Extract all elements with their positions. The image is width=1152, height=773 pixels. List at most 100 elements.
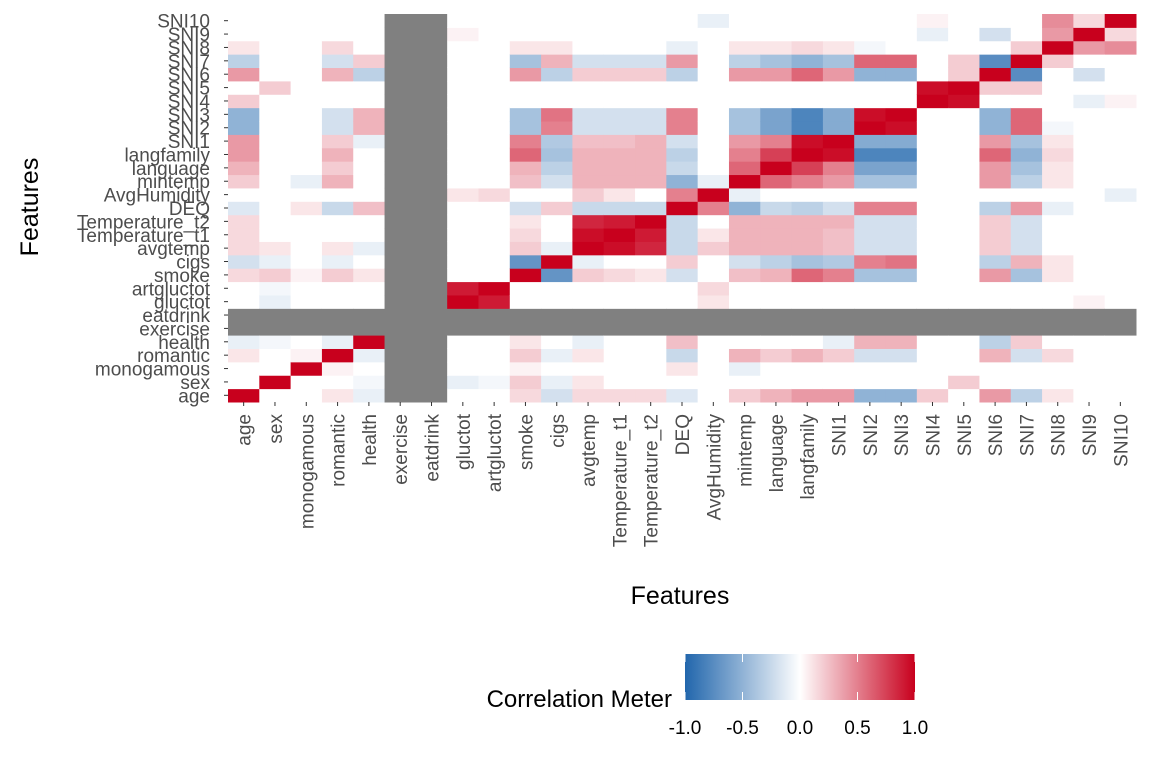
heatmap-cell bbox=[290, 254, 323, 269]
heatmap-cell bbox=[791, 241, 824, 256]
heatmap-cell bbox=[822, 348, 855, 363]
heatmap-cell bbox=[1104, 281, 1137, 296]
heatmap-cell bbox=[572, 134, 605, 149]
heatmap-cell bbox=[697, 254, 730, 269]
heatmap-cell bbox=[321, 174, 354, 189]
heatmap-cell bbox=[697, 375, 730, 390]
heatmap-cell bbox=[635, 254, 667, 269]
heatmap-cell bbox=[728, 308, 761, 323]
heatmap-cell bbox=[697, 281, 730, 296]
heatmap-cell bbox=[979, 67, 1012, 82]
heatmap-cell bbox=[697, 27, 730, 42]
y-tick-label: SNI10 bbox=[157, 12, 210, 33]
heatmap-cell bbox=[791, 281, 824, 296]
heatmap-cell bbox=[415, 214, 448, 229]
heatmap-cell bbox=[572, 80, 605, 95]
heatmap-cell bbox=[979, 40, 1012, 55]
heatmap-cell bbox=[854, 67, 887, 82]
heatmap-cell bbox=[666, 187, 699, 202]
heatmap-cell bbox=[415, 187, 448, 202]
x-tick-label: cigs bbox=[548, 414, 569, 448]
heatmap-cell bbox=[415, 294, 448, 309]
heatmap-cell bbox=[885, 40, 918, 55]
heatmap-cell bbox=[822, 121, 855, 135]
heatmap-cell bbox=[1042, 228, 1074, 242]
heatmap-cell bbox=[697, 94, 730, 109]
heatmap-cell bbox=[384, 174, 417, 189]
heatmap-cell bbox=[353, 174, 386, 189]
legend-ticks: -1.0 -0.5 0.0 0.5 1.0 bbox=[669, 654, 928, 739]
heatmap-cell bbox=[697, 134, 730, 149]
heatmap-cell bbox=[791, 294, 824, 309]
heatmap-cell bbox=[948, 214, 980, 229]
heatmap-cell bbox=[1104, 187, 1137, 202]
heatmap-cell bbox=[635, 308, 667, 323]
heatmap-cell bbox=[228, 241, 260, 256]
heatmap-cell bbox=[979, 321, 1012, 336]
heatmap-cell bbox=[791, 27, 824, 42]
heatmap-cell bbox=[541, 54, 573, 69]
heatmap-cell bbox=[948, 281, 980, 296]
heatmap-cell bbox=[259, 161, 292, 176]
x-tick-label: DEQ bbox=[673, 414, 694, 455]
heatmap-cell bbox=[353, 254, 386, 269]
heatmap-cell bbox=[447, 187, 479, 202]
heatmap-cell bbox=[1042, 281, 1074, 296]
heatmap-cell bbox=[916, 174, 949, 189]
heatmap-cell bbox=[415, 241, 448, 256]
heatmap-cell bbox=[509, 67, 542, 82]
heatmap-cell bbox=[603, 121, 636, 135]
heatmap-cell bbox=[603, 294, 636, 309]
heatmap-cell bbox=[321, 375, 354, 390]
heatmap-cell bbox=[760, 80, 793, 95]
heatmap-cell bbox=[885, 268, 918, 283]
heatmap-cell bbox=[321, 121, 354, 135]
heatmap-cell bbox=[854, 268, 887, 283]
heatmap-cell bbox=[760, 27, 793, 42]
heatmap-cell bbox=[885, 14, 918, 28]
heatmap-cell bbox=[478, 268, 511, 283]
heatmap-cell bbox=[1073, 94, 1106, 109]
heatmap-cell bbox=[228, 67, 260, 82]
heatmap-cell bbox=[1104, 161, 1137, 176]
heatmap-cell bbox=[948, 14, 980, 28]
legend-tick-label: 0.0 bbox=[787, 718, 813, 739]
heatmap-cell bbox=[509, 228, 542, 242]
heatmap-cell bbox=[791, 321, 824, 336]
heatmap-cell bbox=[1010, 40, 1043, 55]
heatmap-cell bbox=[948, 107, 980, 122]
heatmap-cell bbox=[321, 54, 354, 69]
heatmap-cell bbox=[228, 201, 260, 216]
heatmap-cell bbox=[1104, 241, 1137, 256]
heatmap-cell bbox=[353, 201, 386, 216]
heatmap-cell bbox=[635, 375, 667, 390]
heatmap-cell bbox=[979, 54, 1012, 69]
heatmap-cell bbox=[541, 14, 573, 28]
heatmap-cell bbox=[822, 388, 855, 403]
heatmap-cell bbox=[666, 214, 699, 229]
heatmap-cell bbox=[760, 134, 793, 149]
heatmap-cell bbox=[509, 94, 542, 109]
heatmap-cell bbox=[979, 174, 1012, 189]
heatmap-cell bbox=[1010, 147, 1043, 162]
heatmap-cell bbox=[916, 294, 949, 309]
heatmap-cell bbox=[541, 294, 573, 309]
heatmap-cell bbox=[353, 134, 386, 149]
heatmap-cell bbox=[1042, 54, 1074, 69]
heatmap-cell bbox=[728, 14, 761, 28]
heatmap-cell bbox=[760, 67, 793, 82]
heatmap-cell bbox=[1104, 80, 1137, 95]
heatmap-cell bbox=[541, 94, 573, 109]
heatmap-cell bbox=[854, 121, 887, 135]
heatmap-cell bbox=[541, 134, 573, 149]
heatmap-cell bbox=[228, 294, 260, 309]
heatmap-cell bbox=[259, 134, 292, 149]
heatmap-cell bbox=[1073, 254, 1106, 269]
legend-tick-label: -1.0 bbox=[669, 718, 702, 739]
heatmap-cell bbox=[290, 335, 323, 349]
heatmap-cell bbox=[447, 294, 479, 309]
x-tick-label: Temperature_t2 bbox=[642, 414, 663, 547]
heatmap-cell bbox=[979, 348, 1012, 363]
heatmap-cell bbox=[854, 107, 887, 122]
